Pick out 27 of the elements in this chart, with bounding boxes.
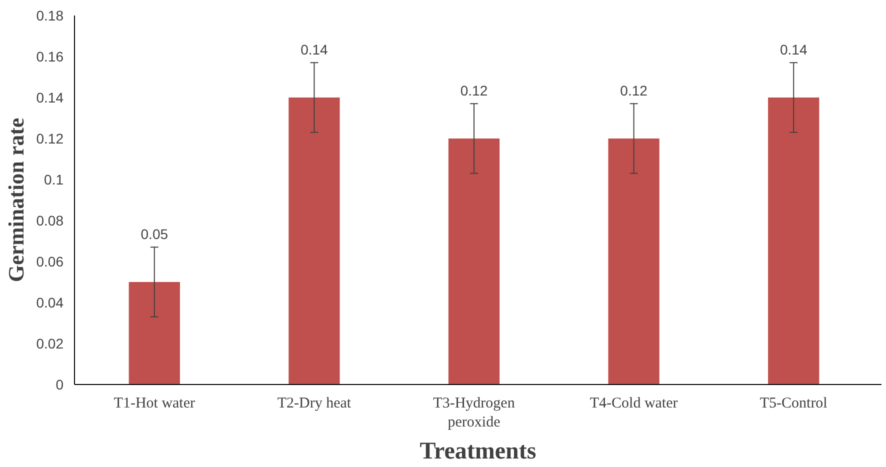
y-tick-label: 0.04 (36, 294, 64, 310)
data-label: 0.12 (460, 82, 488, 99)
bar (288, 98, 340, 384)
y-tick-label: 0.16 (36, 48, 64, 64)
x-tick-label: T5-Control (760, 396, 828, 412)
x-tick-label: T1-Hot water (114, 396, 196, 412)
y-tick-label: 0.08 (36, 212, 64, 228)
x-tick-label: T4-Cold water (590, 396, 678, 412)
data-label: 0.14 (300, 42, 328, 58)
x-axis-title: Treatments (420, 438, 536, 465)
bar (448, 138, 500, 384)
y-tick-label: 0 (56, 376, 64, 392)
data-label: 0.12 (620, 82, 648, 99)
y-tick-label: 0.14 (36, 90, 64, 106)
x-tick-label: T2-Dry heat (277, 396, 352, 412)
data-label: 0.05 (140, 226, 168, 242)
bar (128, 282, 180, 384)
y-tick-label: 0.18 (36, 8, 64, 24)
y-tick-label: 0.1 (44, 172, 64, 188)
y-axis-title: Germination rate (3, 118, 28, 282)
y-tick-label: 0.06 (36, 254, 64, 270)
y-tick-label: 0.12 (36, 130, 64, 146)
data-label: 0.14 (780, 42, 808, 58)
bar (608, 138, 660, 384)
bar (768, 98, 820, 384)
y-tick-label: 0.02 (36, 336, 64, 352)
x-tick-label: T3-Hydrogen peroxide (433, 396, 516, 431)
